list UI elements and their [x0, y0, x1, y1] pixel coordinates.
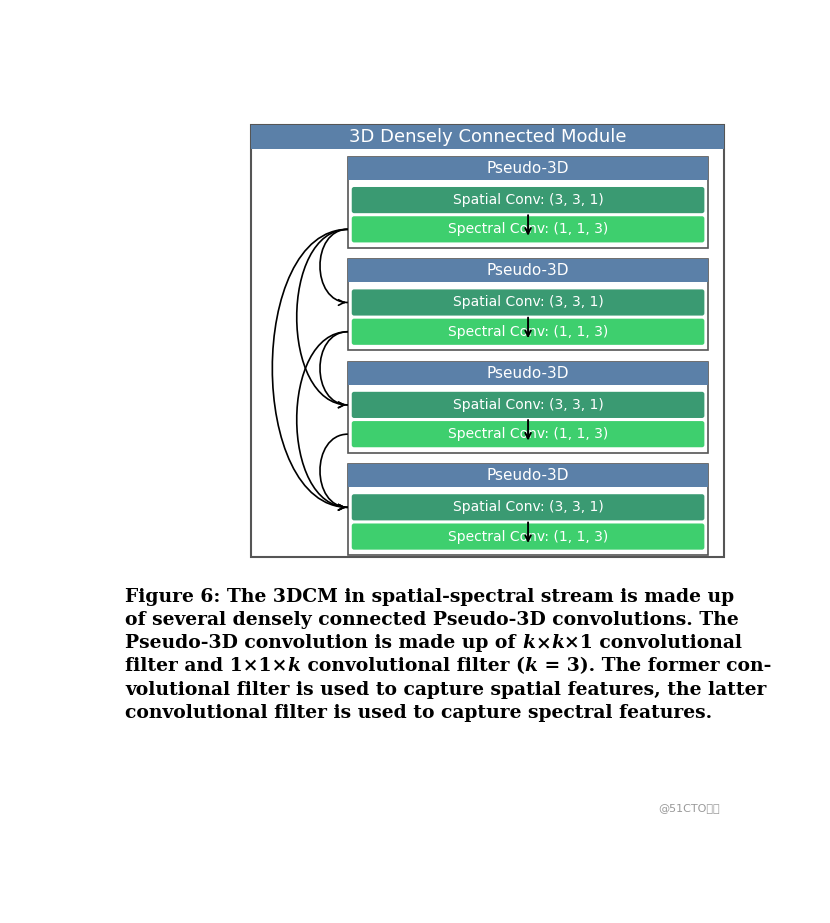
Text: k: k: [525, 657, 538, 676]
FancyBboxPatch shape: [352, 318, 705, 345]
FancyBboxPatch shape: [352, 494, 705, 521]
Bar: [251, 125, 724, 557]
Text: Pseudo-3D: Pseudo-3D: [487, 366, 569, 381]
Bar: [348, 464, 708, 555]
Text: Spatial Conv: (3, 3, 1): Spatial Conv: (3, 3, 1): [452, 193, 603, 207]
Text: Spatial Conv: (3, 3, 1): Spatial Conv: (3, 3, 1): [452, 500, 603, 514]
Bar: [348, 259, 708, 282]
Text: Pseudo-3D: Pseudo-3D: [487, 468, 569, 484]
Text: Pseudo-3D: Pseudo-3D: [487, 263, 569, 279]
Text: Spatial Conv: (3, 3, 1): Spatial Conv: (3, 3, 1): [452, 295, 603, 309]
Bar: [348, 157, 708, 247]
Bar: [348, 464, 708, 487]
Text: ×1 convolutional: ×1 convolutional: [564, 634, 742, 653]
Text: Spectral Conv: (1, 1, 3): Spectral Conv: (1, 1, 3): [448, 325, 608, 339]
Bar: [348, 259, 708, 350]
FancyBboxPatch shape: [352, 187, 705, 213]
Text: Pseudo-3D: Pseudo-3D: [487, 161, 569, 176]
Text: 3D Densely Connected Module: 3D Densely Connected Module: [349, 128, 626, 146]
Text: Spatial Conv: (3, 3, 1): Spatial Conv: (3, 3, 1): [452, 398, 603, 412]
Text: k: k: [288, 657, 300, 676]
Text: convolutional filter (: convolutional filter (: [300, 657, 525, 676]
Text: k: k: [522, 634, 535, 653]
Bar: [348, 362, 708, 385]
Text: volutional filter is used to capture spatial features, the latter: volutional filter is used to capture spa…: [125, 680, 767, 699]
FancyBboxPatch shape: [352, 290, 705, 316]
Text: Spectral Conv: (1, 1, 3): Spectral Conv: (1, 1, 3): [448, 222, 608, 236]
Bar: [348, 157, 708, 180]
Text: Spectral Conv: (1, 1, 3): Spectral Conv: (1, 1, 3): [448, 427, 608, 441]
Text: of several densely connected Pseudo-3D convolutions. The: of several densely connected Pseudo-3D c…: [125, 611, 740, 629]
Bar: [348, 362, 708, 452]
Text: convolutional filter is used to capture spectral features.: convolutional filter is used to capture …: [125, 703, 713, 722]
Text: @51CTO博客: @51CTO博客: [658, 803, 720, 812]
Text: filter and 1×1×: filter and 1×1×: [125, 657, 288, 676]
FancyBboxPatch shape: [352, 421, 705, 448]
Text: Spectral Conv: (1, 1, 3): Spectral Conv: (1, 1, 3): [448, 530, 608, 544]
Text: Figure 6: The 3DCM in spatial-spectral stream is made up: Figure 6: The 3DCM in spatial-spectral s…: [125, 588, 735, 606]
Text: ×: ×: [535, 634, 551, 653]
Text: Pseudo-3D convolution is made up of: Pseudo-3D convolution is made up of: [125, 634, 522, 653]
FancyBboxPatch shape: [352, 523, 705, 550]
Text: k: k: [551, 634, 564, 653]
FancyBboxPatch shape: [352, 391, 705, 418]
Bar: [251, 125, 724, 150]
FancyBboxPatch shape: [352, 216, 705, 243]
Text: = 3). The former con-: = 3). The former con-: [538, 657, 771, 676]
